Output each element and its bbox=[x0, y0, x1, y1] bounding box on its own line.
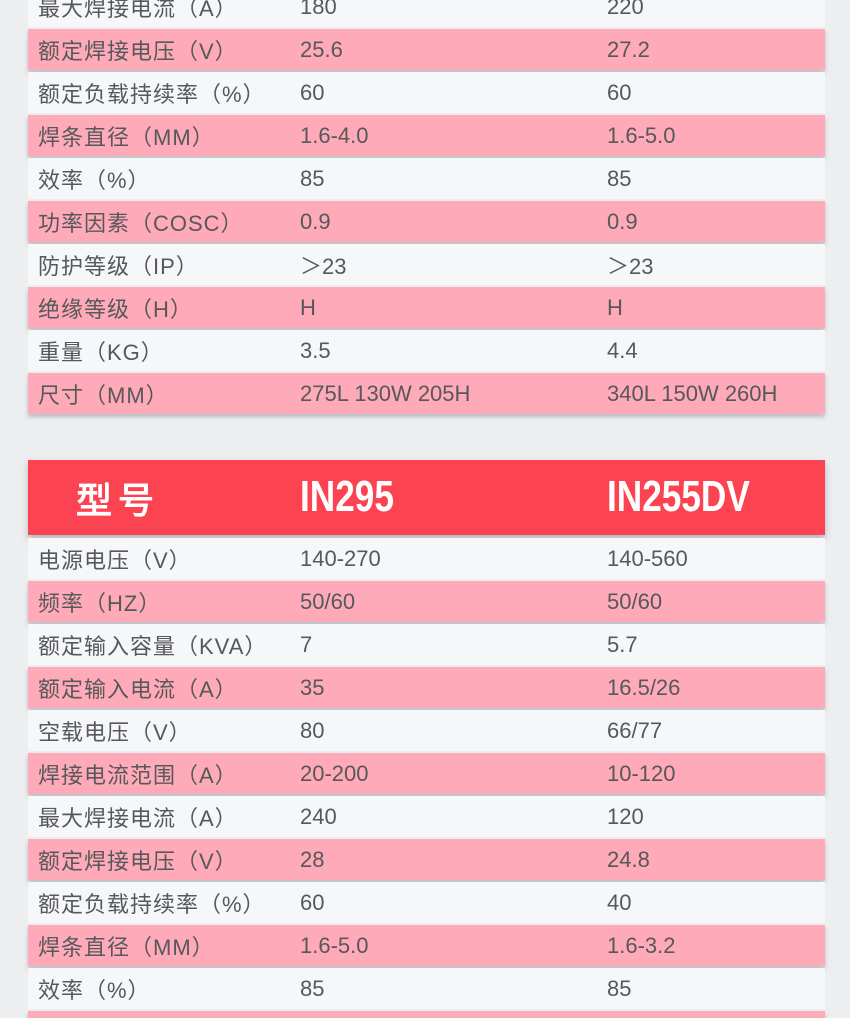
row-label: 绝缘等级（H） bbox=[38, 296, 193, 322]
row-value-col1: ＞23 bbox=[300, 253, 347, 279]
row-value-col2: 85 bbox=[607, 975, 632, 1001]
model-name-in295: IN295 bbox=[300, 471, 394, 521]
row-label: 频率（HZ） bbox=[38, 590, 162, 616]
row-value-col2: ＞23 bbox=[607, 253, 654, 279]
spec-table-row: 额定输入电流（A） 35 16.5/26 bbox=[28, 667, 825, 708]
row-value-col2: 1.6-3.2 bbox=[607, 932, 676, 958]
spec-table-row: 电源电压（V） 140-270 140-560 bbox=[28, 538, 825, 579]
spec-table-row: 焊条直径（MM） 1.6-4.0 1.6-5.0 bbox=[28, 115, 825, 156]
spec-table-row: 焊条直径（MM） 1.6-5.0 1.6-3.2 bbox=[28, 925, 825, 966]
row-value-col1: 140-270 bbox=[300, 545, 381, 571]
row-label: 焊条直径（MM） bbox=[38, 124, 215, 150]
row-label: 焊条直径（MM） bbox=[38, 934, 215, 960]
spec-table-row: 效率（%） 85 85 bbox=[28, 968, 825, 1009]
spec-table-row: 频率（HZ） 50/60 50/60 bbox=[28, 581, 825, 622]
spec-table-row: 最大焊接电流（A） 180 220 bbox=[28, 0, 825, 27]
row-value-col2: 60 bbox=[607, 79, 632, 105]
row-label: 功率因素（COSC） bbox=[38, 210, 244, 236]
row-value-col1: 85 bbox=[300, 975, 325, 1001]
spec-table-row: 额定焊接电压（V） 25.6 27.2 bbox=[28, 29, 825, 70]
spec-table-row: 功率因素（COSC） 0.9 0.9 bbox=[28, 201, 825, 242]
spec-table-row: 空载电压（V） 80 66/77 bbox=[28, 710, 825, 751]
row-value-col2: 140-560 bbox=[607, 545, 688, 571]
row-value-col2: 340L 150W 260H bbox=[607, 380, 778, 406]
spec-table-row: 额定负载持续率（%） 60 60 bbox=[28, 72, 825, 113]
row-value-col2: 85 bbox=[607, 165, 632, 191]
row-value-col1: 7 bbox=[300, 631, 313, 657]
row-value-col1: 35 bbox=[300, 674, 325, 700]
row-label: 额定焊接电压（V） bbox=[38, 38, 238, 64]
row-value-col2: 0.9 bbox=[607, 208, 638, 234]
row-label: 额定负载持续率（%） bbox=[38, 81, 266, 107]
row-value-col1: 240 bbox=[300, 803, 337, 829]
row-label: 额定输入电流（A） bbox=[38, 676, 238, 702]
spec-table-row: 绝缘等级（H） H H bbox=[28, 287, 825, 328]
row-value-col2: 27.2 bbox=[607, 36, 650, 62]
row-value-col1: 1.6-5.0 bbox=[300, 932, 369, 958]
row-value-col1: 0.9 bbox=[300, 208, 331, 234]
row-label: 焊接电流范围（A） bbox=[38, 762, 238, 788]
row-value-col2: 16.5/26 bbox=[607, 674, 681, 700]
row-value-col2: 120 bbox=[607, 803, 644, 829]
row-value-col1: 80 bbox=[300, 717, 325, 743]
row-label: 额定焊接电压（V） bbox=[38, 848, 238, 874]
row-label: 效率（%） bbox=[38, 167, 151, 193]
model-name-in255dv: IN255DV bbox=[607, 471, 750, 521]
row-label: 防护等级（IP） bbox=[38, 253, 199, 279]
spec-table-row: 尺寸（MM） 275L 130W 205H 340L 150W 260H bbox=[28, 373, 825, 414]
row-value-col1: 50/60 bbox=[300, 588, 356, 614]
row-value-col2: 50/60 bbox=[607, 588, 663, 614]
spec-table-upper: 最大焊接电流（A） 180 220 额定焊接电压（V） 25.6 27.2 额定负载持续率（… bbox=[28, 0, 825, 414]
row-value-col1: 180 bbox=[300, 0, 337, 19]
row-label: 效率（%） bbox=[38, 977, 151, 1003]
row-value-col2: 10-120 bbox=[607, 760, 676, 786]
row-value-col1: 60 bbox=[300, 79, 325, 105]
model-header-label: 型号 bbox=[76, 479, 161, 521]
spec-table-row: 重量（KG） 3.5 4.4 bbox=[28, 330, 825, 371]
row-value-col2: 4.4 bbox=[607, 337, 638, 363]
row-value-col1: 3.5 bbox=[300, 337, 331, 363]
row-value-col1: 28 bbox=[300, 846, 325, 872]
row-value-col2: 24.8 bbox=[607, 846, 650, 872]
spec-table-row: 额定输入容量（KVA） 7 5.7 bbox=[28, 624, 825, 665]
row-value-col1: 275L 130W 205H bbox=[300, 380, 471, 406]
row-label: 电源电压（V） bbox=[38, 547, 192, 573]
row-value-col1: 85 bbox=[300, 165, 325, 191]
row-value-col2: 220 bbox=[607, 0, 644, 19]
row-value-col1: H bbox=[300, 294, 316, 320]
spec-table-row: 焊接电流范围（A） 20-200 10-120 bbox=[28, 753, 825, 794]
row-label: 重量（KG） bbox=[38, 339, 164, 365]
row-value-col1: 60 bbox=[300, 889, 325, 915]
row-label: 额定输入容量（KVA） bbox=[38, 633, 268, 659]
spec-table-row: 效率（%） 85 85 bbox=[28, 158, 825, 199]
spec-table-lower: 电源电压（V） 140-270 140-560 频率（HZ） 50/60 50/60 额定输… bbox=[28, 538, 825, 1018]
row-value-col2: 66/77 bbox=[607, 717, 663, 743]
row-label: 尺寸（MM） bbox=[38, 382, 169, 408]
spec-table-row: 额定焊接电压（V） 28 24.8 bbox=[28, 839, 825, 880]
row-label: 最大焊接电流（A） bbox=[38, 0, 238, 21]
row-value-col1: 1.6-4.0 bbox=[300, 122, 369, 148]
row-value-col2: 1.6-5.0 bbox=[607, 122, 676, 148]
spec-table-row: 最大焊接电流（A） 240 120 bbox=[28, 796, 825, 837]
spec-table-row: 额定负载持续率（%） 60 40 bbox=[28, 882, 825, 923]
row-value-col1: 25.6 bbox=[300, 36, 343, 62]
row-label: 最大焊接电流（A） bbox=[38, 805, 238, 831]
spec-table-row: 防护等级（IP） ＞23 ＞23 bbox=[28, 244, 825, 285]
row-value-col2: H bbox=[607, 294, 623, 320]
row-label: 空载电压（V） bbox=[38, 719, 192, 745]
clipped-next-row bbox=[28, 1011, 825, 1018]
row-value-col1: 20-200 bbox=[300, 760, 369, 786]
row-label: 额定负载持续率（%） bbox=[38, 891, 266, 917]
row-value-col2: 5.7 bbox=[607, 631, 638, 657]
row-value-col2: 40 bbox=[607, 889, 632, 915]
model-header-bar: 型号 IN295 IN255DV bbox=[28, 460, 825, 535]
